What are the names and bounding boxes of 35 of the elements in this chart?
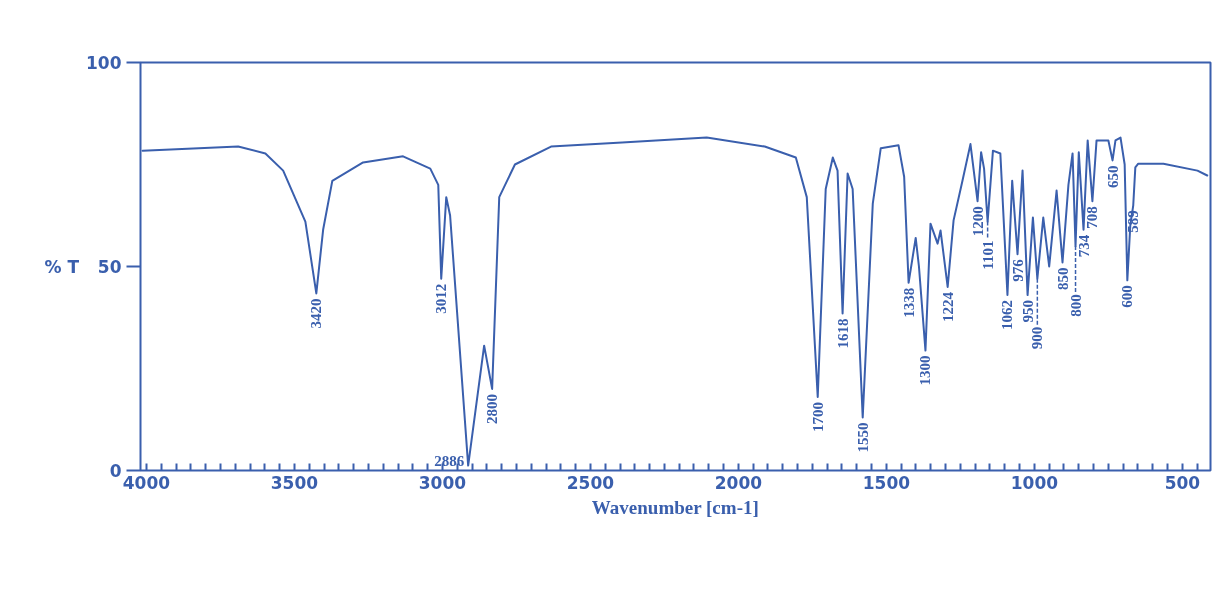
annotation: 1200 [969,206,986,237]
annotation: 3012 [433,283,450,314]
y-tick-label: 0 [109,461,122,481]
x-tick-label: 2000 [714,472,763,493]
y-tick-label: 50 [97,257,122,277]
x-tick-label: 3000 [418,472,467,493]
annotation: 1700 [809,402,826,433]
annotation: 1062 [999,300,1016,331]
annotation: 800 [1067,294,1084,317]
x-tick-label: 500 [1164,472,1201,493]
annotation: 2886 [434,452,465,469]
annotation: 600 [1119,285,1136,308]
x-tick-label: 4000 [122,472,171,493]
annotation: 1224 [939,291,956,322]
annotation: 3420 [308,298,325,329]
annotation: 734 [1075,234,1092,258]
x-tick-label: 1500 [862,472,911,493]
annotation: 900 [1029,326,1046,350]
annotation: 1300 [917,355,934,386]
x-axis-title: Wavenumber [cm-1] [591,496,759,518]
x-tick-label: 1000 [1010,472,1059,493]
x-tick-label: 3500 [270,472,319,493]
annotation: 950 [1019,300,1036,323]
annotation: 1550 [854,422,871,453]
annotation: 708 [1084,206,1101,229]
annotation: 2800 [484,393,501,424]
annotation: 1618 [834,318,851,349]
y-axis-title: % T [44,256,80,277]
annotation: 1101 [979,240,996,270]
annotation: 976 [1009,258,1026,282]
annotation: 850 [1054,267,1071,290]
x-tick-label: 2500 [566,472,615,493]
annotation: 1338 [900,287,917,318]
annotation: 650 [1104,165,1121,188]
y-tick-label: 100 [86,53,122,73]
